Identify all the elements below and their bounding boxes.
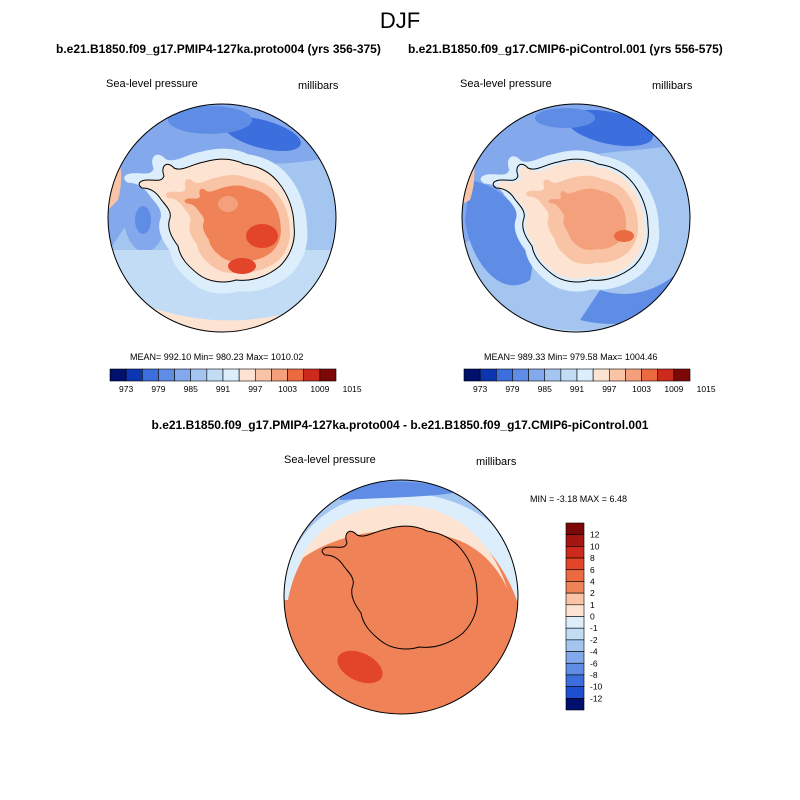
panel3-stats: MIN = -3.18 MAX = 6.48 xyxy=(530,494,628,504)
panel1-variable-label: Sea-level pressure xyxy=(106,78,198,90)
panel2-colorbar-swatch xyxy=(560,368,578,382)
panel2-colorbar-tick-label: 997 xyxy=(602,384,616,394)
panel3-colorbar-tick-label: 12 xyxy=(590,530,600,540)
panel2-colorbar-swatch xyxy=(657,368,675,382)
panel2-colorbar-tick-label: 1009 xyxy=(664,384,683,394)
panel1-colorbar-tick-label: 985 xyxy=(184,384,198,394)
panel1-colorbar-swatch xyxy=(125,368,143,382)
panel2-colorbar-swatch xyxy=(544,368,562,382)
panel1-colorbar-tick-label: 1015 xyxy=(343,384,362,394)
panel1-stats: MEAN= 992.10 Min= 980.23 Max= 1010.02 xyxy=(130,352,304,362)
panel2-colorbar-swatch xyxy=(608,368,626,382)
panel1-colorbar-swatch xyxy=(158,368,175,382)
panel2-colorbar-tick-label: 985 xyxy=(538,384,552,394)
panel1-colorbar-swatch xyxy=(141,368,159,382)
panel2-colorbar-swatch xyxy=(641,368,659,382)
panel3-colorbar-swatch xyxy=(565,698,585,711)
figure-title: DJF xyxy=(379,8,421,33)
panel2-header: b.e21.B1850.f09_g17.CMIP6-piControl.001 … xyxy=(408,42,723,56)
panel3-colorbar-swatch xyxy=(565,569,585,582)
panel1-colorbar: 973 979 985 991 997 1003 1009 1015 xyxy=(109,368,362,394)
panel3-colorbar-tick-label: -6 xyxy=(590,658,598,668)
panel3-colorbar-swatch xyxy=(565,674,585,687)
panel3-colorbar-swatch xyxy=(565,592,585,606)
panel1-colorbar-tick-label: 1009 xyxy=(310,384,329,394)
panel2-colorbar-swatch xyxy=(512,368,529,382)
panel3-colorbar-tick-label: -8 xyxy=(590,670,598,680)
panel1-colorbar-swatch xyxy=(303,368,321,382)
panel3-variable-label: Sea-level pressure xyxy=(284,454,376,466)
panel3-colorbar-swatch xyxy=(565,546,585,559)
panel3-colorbar-swatch xyxy=(565,557,585,571)
panel3-colorbar-tick-label: 1 xyxy=(590,600,595,610)
panel1-header: b.e21.B1850.f09_g17.PMIP4-127ka.proto004… xyxy=(56,42,381,56)
panel3-colorbar-swatch xyxy=(565,581,585,594)
panel1-colorbar-tick-label: 991 xyxy=(216,384,230,394)
panel2-colorbar-swatch xyxy=(495,368,513,382)
panel2-map xyxy=(462,104,690,332)
panel2-colorbar-swatch xyxy=(673,368,691,382)
panel2-unit-label: millibars xyxy=(652,80,693,92)
panel1-colorbar-swatch xyxy=(271,368,288,382)
panel3-colorbar-tick-label: 8 xyxy=(590,553,595,563)
panel2-colorbar-tick-label: 979 xyxy=(505,384,519,394)
panel2-colorbar: 973 979 985 991 997 1003 1009 1015 xyxy=(463,368,716,394)
panel3-colorbar-tick-label: 6 xyxy=(590,565,595,575)
panel3-colorbar-tick-label: 0 xyxy=(590,612,595,622)
panel1-colorbar-swatch xyxy=(319,368,337,382)
panel3-colorbar-swatch xyxy=(565,534,585,547)
panel3-colorbar-tick-label: -10 xyxy=(590,682,603,692)
panel2-colorbar-swatch xyxy=(592,368,610,382)
panel1-map-border xyxy=(107,103,337,333)
panel3-colorbar-tick-label: -2 xyxy=(590,635,598,645)
panel3-colorbar-tick-label: -1 xyxy=(590,623,598,633)
panel2-colorbar-swatch xyxy=(463,368,481,382)
panel1-colorbar-swatch xyxy=(174,368,192,382)
panel3-colorbar-tick-label: 2 xyxy=(590,588,595,598)
panel1-colorbar-swatch xyxy=(238,368,256,382)
panel3-colorbar-swatch xyxy=(565,662,585,676)
panel2-colorbar-swatch xyxy=(528,368,546,382)
panel3-colorbar-swatch xyxy=(565,651,585,664)
panel3-colorbar-tick-label: 4 xyxy=(590,576,595,586)
panel2-colorbar-tick-label: 1015 xyxy=(697,384,716,394)
panel3-colorbar-swatch xyxy=(565,522,585,535)
panel2-stats: MEAN= 989.33 Min= 979.58 Max= 1004.46 xyxy=(484,352,658,362)
panel2-colorbar-tick-label: 1003 xyxy=(632,384,651,394)
panel2-colorbar-tick-label: 991 xyxy=(570,384,584,394)
panel3-colorbar-swatch xyxy=(565,627,585,641)
panel1-colorbar-tick-label: 997 xyxy=(248,384,262,394)
panel3-header: b.e21.B1850.f09_g17.PMIP4-127ka.proto004… xyxy=(151,418,649,432)
panel1-colorbar-swatch xyxy=(254,368,272,382)
panel3-unit-label: millibars xyxy=(476,456,517,468)
panel3-colorbar-tick-label: -12 xyxy=(590,693,603,703)
panel3-colorbar-swatch xyxy=(565,686,585,699)
panel1-colorbar-tick-label: 1003 xyxy=(278,384,297,394)
panel3-map-border xyxy=(283,479,519,715)
panel2-colorbar-tick-label: 973 xyxy=(473,384,487,394)
panel3-colorbar-tick-label: -4 xyxy=(590,647,598,657)
panel2-colorbar-swatch xyxy=(625,368,642,382)
panel1-colorbar-tick-label: 973 xyxy=(119,384,133,394)
panel1-colorbar-swatch xyxy=(190,368,208,382)
panel1-map xyxy=(108,104,336,332)
panel3-colorbar-tick-label: 10 xyxy=(590,541,600,551)
panel2-colorbar-swatch xyxy=(576,368,594,382)
panel1-colorbar-tick-label: 979 xyxy=(151,384,165,394)
panel2-colorbar-swatch xyxy=(479,368,497,382)
panel3-map xyxy=(284,480,518,714)
panel2-map-border xyxy=(461,103,691,333)
panel1-colorbar-swatch xyxy=(206,368,224,382)
panel3-colorbar-swatch xyxy=(565,616,585,629)
panel1-colorbar-swatch xyxy=(109,368,127,382)
panel1-unit-label: millibars xyxy=(298,80,339,92)
panel1-colorbar-swatch xyxy=(287,368,305,382)
panel3-colorbar-swatch xyxy=(565,639,585,652)
panel2-variable-label: Sea-level pressure xyxy=(460,78,552,90)
panel1-colorbar-swatch xyxy=(222,368,240,382)
panel3-colorbar-swatch xyxy=(565,604,585,617)
